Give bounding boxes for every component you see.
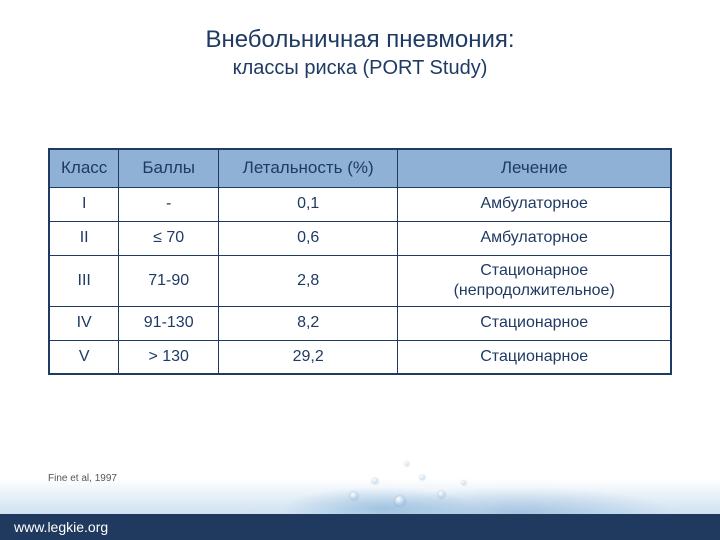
bubble-icon (372, 478, 378, 484)
citation-text: Fine et al, 1997 (48, 473, 117, 484)
cell-class: V (49, 340, 119, 374)
bubble-icon (462, 481, 466, 485)
risk-class-table: Класс Баллы Летальность (%) Лечение I - … (48, 148, 672, 375)
table-row: I - 0,1 Амбулаторное (49, 187, 671, 221)
cell-mortality: 29,2 (219, 340, 398, 374)
col-header-treatment: Лечение (398, 149, 671, 187)
cell-class: III (49, 255, 119, 306)
cell-mortality: 0,1 (219, 187, 398, 221)
col-header-score: Баллы (119, 149, 219, 187)
bubble-icon (420, 475, 425, 480)
table-header-row: Класс Баллы Летальность (%) Лечение (49, 149, 671, 187)
cell-score: > 130 (119, 340, 219, 374)
cell-mortality: 2,8 (219, 255, 398, 306)
slide: Внебольничная пневмония: классы риска (P… (0, 0, 720, 540)
cell-class: I (49, 187, 119, 221)
cell-treatment: Стационарное (398, 306, 671, 340)
table-row: IV 91-130 8,2 Стационарное (49, 306, 671, 340)
cell-score: 71-90 (119, 255, 219, 306)
cell-treatment: Стационарное (398, 340, 671, 374)
title-block: Внебольничная пневмония: классы риска (P… (0, 26, 720, 80)
footer-bar: www.legkie.org (0, 514, 720, 540)
table-row: II ≤ 70 0,6 Амбулаторное (49, 221, 671, 255)
cell-score: ≤ 70 (119, 221, 219, 255)
cell-treatment: Стационарное (непродолжительное) (398, 255, 671, 306)
col-header-class: Класс (49, 149, 119, 187)
col-header-mortality: Летальность (%) (219, 149, 398, 187)
table-row: V > 130 29,2 Стационарное (49, 340, 671, 374)
bubble-icon (438, 491, 445, 498)
cell-mortality: 8,2 (219, 306, 398, 340)
bubble-icon (405, 462, 409, 466)
slide-title-main: Внебольничная пневмония: (0, 26, 720, 55)
cell-mortality: 0,6 (219, 221, 398, 255)
table-row: III 71-90 2,8 Стационарное (непродолжите… (49, 255, 671, 306)
bubble-icon (395, 496, 405, 506)
cell-treatment: Амбулаторное (398, 221, 671, 255)
cell-class: IV (49, 306, 119, 340)
slide-title-sub: классы риска (PORT Study) (0, 57, 720, 80)
cell-class: II (49, 221, 119, 255)
cell-score: - (119, 187, 219, 221)
cell-score: 91-130 (119, 306, 219, 340)
footer-url: www.legkie.org (14, 519, 108, 535)
bubble-icon (350, 492, 358, 500)
cell-treatment: Амбулаторное (398, 187, 671, 221)
